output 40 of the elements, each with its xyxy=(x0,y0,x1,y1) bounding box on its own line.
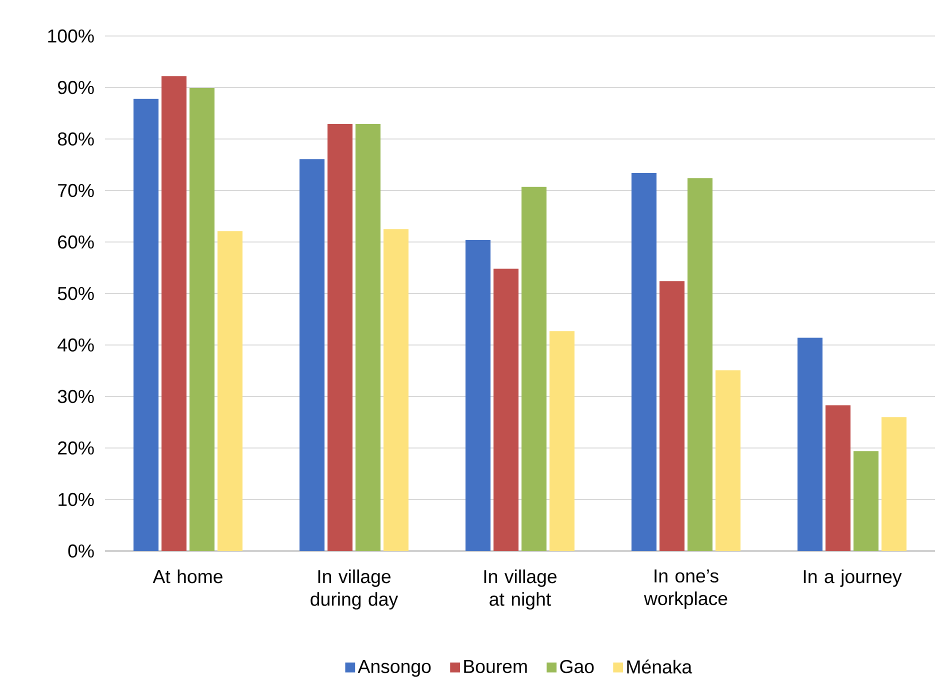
y-tick-label: 10% xyxy=(58,492,94,506)
y-tick-label: 40% xyxy=(58,338,94,352)
bar xyxy=(798,338,823,552)
legend-label: Gao xyxy=(560,660,594,674)
bar xyxy=(384,229,409,552)
y-tick-label: 50% xyxy=(58,286,94,300)
bar xyxy=(826,405,851,552)
bar xyxy=(162,76,187,552)
x-tick-label: At home xyxy=(152,569,222,584)
y-tick-label: 70% xyxy=(58,184,94,198)
bar xyxy=(882,417,907,552)
y-tick-label: 100% xyxy=(48,29,94,43)
bar xyxy=(494,268,519,552)
legend-label: Ansongo xyxy=(358,660,431,677)
bar xyxy=(328,124,353,552)
y-tick-label: 80% xyxy=(58,132,94,146)
legend-label: Bourem xyxy=(464,660,527,674)
y-tick-label: 30% xyxy=(58,390,94,404)
bar xyxy=(716,370,741,552)
x-tick-label: In a journey xyxy=(804,569,902,587)
bar xyxy=(522,186,547,552)
bar xyxy=(190,88,215,552)
x-tick-label: In village during day xyxy=(310,569,398,610)
bar xyxy=(550,331,575,552)
bar xyxy=(854,451,879,552)
y-tick-label: 20% xyxy=(58,441,94,455)
legend-label: Ménaka xyxy=(627,660,692,674)
bar xyxy=(660,281,685,552)
y-tick-label: 90% xyxy=(58,80,94,94)
bar xyxy=(300,159,325,552)
bar xyxy=(466,240,491,552)
bar xyxy=(632,172,657,552)
bar xyxy=(134,98,159,552)
x-tick-label: In one’s workplace xyxy=(644,569,728,609)
x-tick-label: In village at night xyxy=(484,569,557,610)
y-tick-label: 0% xyxy=(68,544,94,558)
bar xyxy=(356,124,381,552)
y-tick-label: 60% xyxy=(58,235,94,249)
bar xyxy=(218,231,243,552)
bar xyxy=(688,178,713,552)
